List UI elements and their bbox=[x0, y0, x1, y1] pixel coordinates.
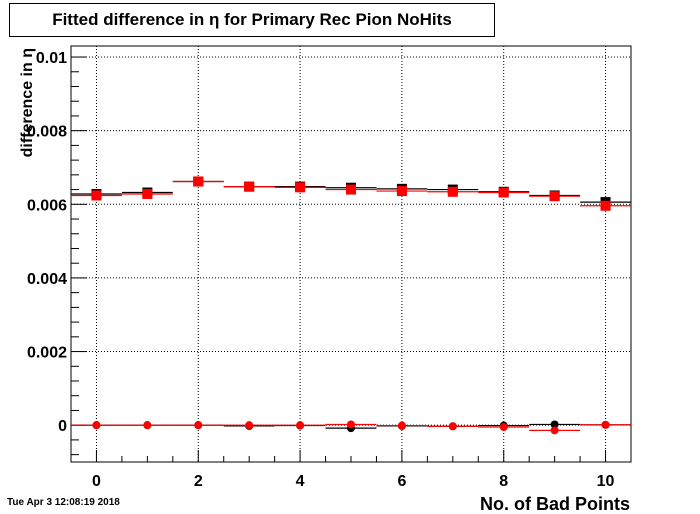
y-tick-label: 0.004 bbox=[27, 271, 67, 288]
data-point bbox=[92, 421, 101, 430]
data-point bbox=[549, 191, 560, 202]
chart-title: Fitted difference in η for Primary Rec P… bbox=[52, 10, 452, 29]
x-tick-label: 0 bbox=[92, 473, 101, 490]
data-point bbox=[143, 421, 152, 430]
data-point bbox=[244, 181, 255, 192]
data-point bbox=[397, 421, 406, 430]
data-point bbox=[499, 423, 508, 432]
data-point bbox=[396, 186, 407, 197]
timestamp: Tue Apr 3 12:08:19 2018 bbox=[7, 497, 120, 508]
x-axis-label: No. of Bad Points bbox=[480, 494, 630, 514]
x-tick-label: 4 bbox=[296, 473, 305, 490]
plot-frame bbox=[70, 45, 632, 463]
x-tick-label: 6 bbox=[397, 473, 406, 490]
data-point bbox=[346, 184, 356, 195]
data-point bbox=[498, 187, 509, 198]
data-point bbox=[245, 421, 254, 430]
data-point bbox=[448, 422, 457, 431]
series-1 bbox=[71, 176, 631, 211]
axes bbox=[71, 56, 607, 462]
grid bbox=[71, 46, 631, 462]
data-point bbox=[194, 421, 203, 430]
data-point bbox=[550, 426, 559, 435]
data-point bbox=[295, 182, 306, 193]
data-point bbox=[347, 420, 355, 429]
x-tick-label: 2 bbox=[194, 473, 203, 490]
y-tick-label: 0.008 bbox=[27, 124, 67, 141]
data-point bbox=[296, 421, 305, 430]
y-tick-label: 0.01 bbox=[36, 50, 67, 67]
data-point bbox=[600, 200, 611, 211]
data-point bbox=[447, 186, 458, 197]
data-point bbox=[142, 188, 153, 199]
data-marks bbox=[71, 176, 631, 435]
y-axis-label: difference in η bbox=[19, 48, 36, 157]
y-tick-label: 0.002 bbox=[27, 345, 67, 362]
tick-labels: 0 2 4 6 8 10 0 0.002 0.004 0.006 0.008 0.01 bbox=[27, 50, 615, 490]
data-point bbox=[601, 420, 610, 429]
y-tick-label: 0 bbox=[58, 418, 67, 435]
x-tick-label: 8 bbox=[499, 473, 508, 490]
chart-title-box: Fitted difference in η for Primary Rec P… bbox=[9, 3, 495, 37]
data-point bbox=[91, 190, 102, 201]
data-point bbox=[193, 176, 204, 187]
y-tick-label: 0.006 bbox=[27, 197, 67, 214]
x-tick-label: 10 bbox=[597, 473, 615, 490]
series-3 bbox=[71, 420, 631, 435]
data-point bbox=[550, 420, 559, 429]
